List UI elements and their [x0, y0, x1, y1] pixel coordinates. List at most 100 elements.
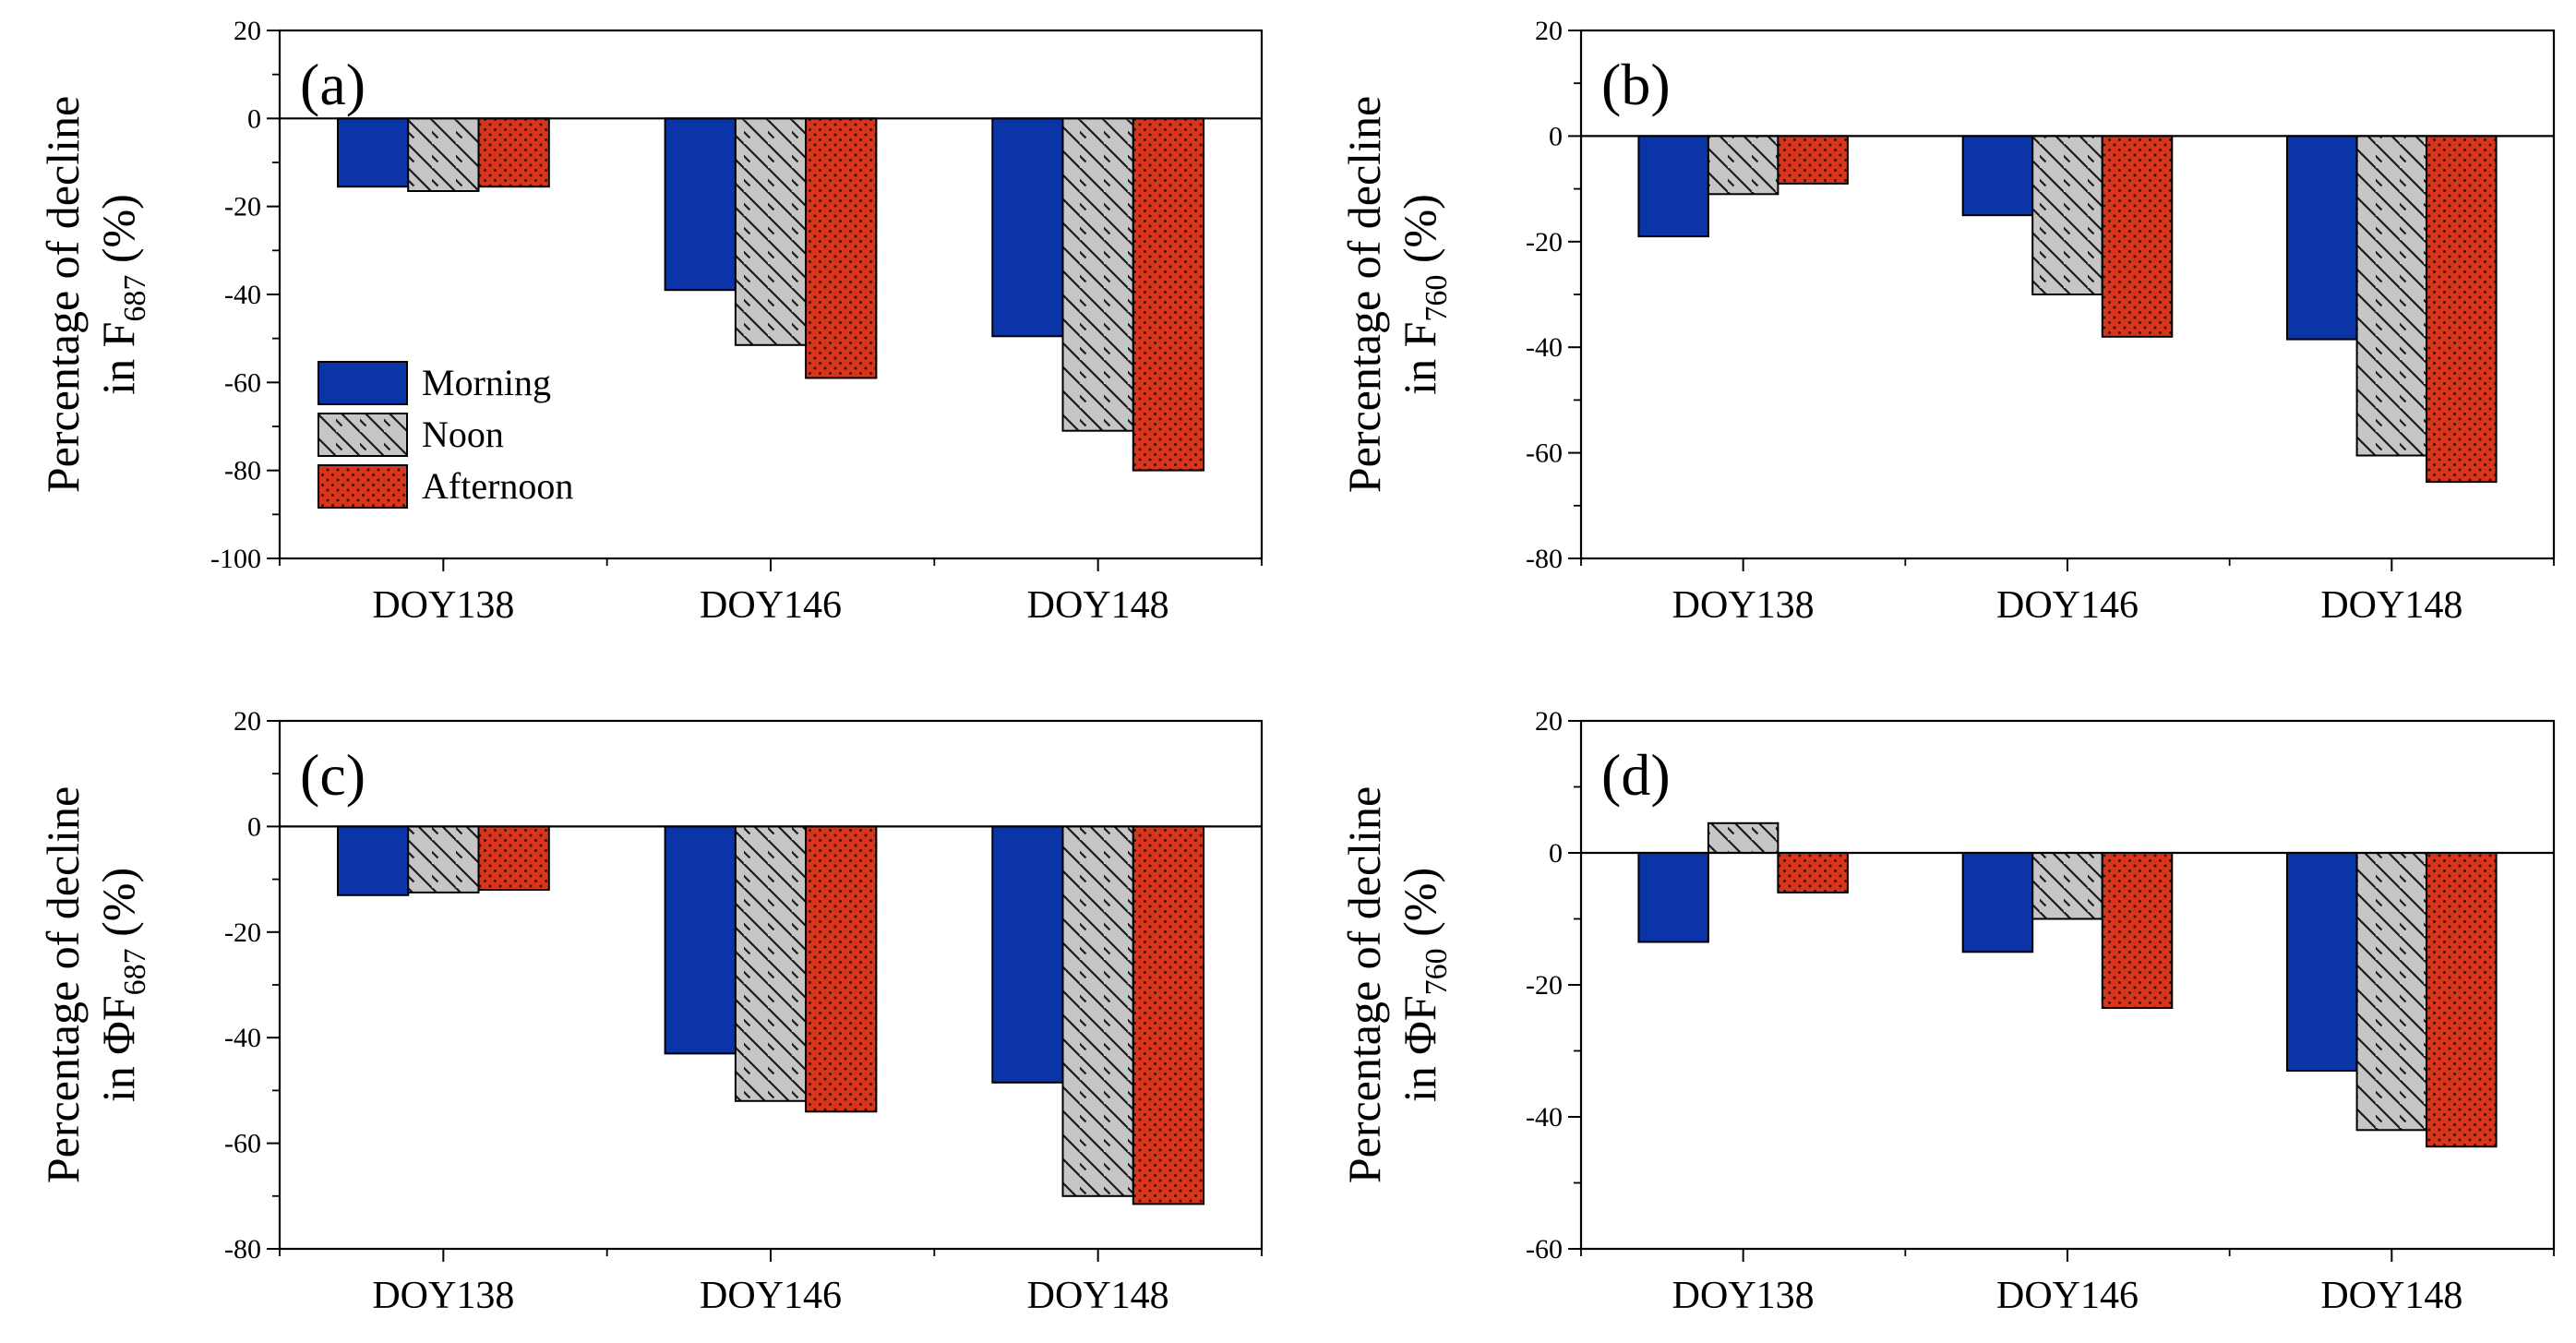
panel-a-ylabel-line1: Percentage of decline — [37, 96, 89, 493]
panel-c: 20 0 -20 -40 -60 -80 DOY138 DOY146 DOY148 (c) Perc… — [37, 706, 1264, 1317]
panel-c-ylabel-line2: in ΦF687 (%) — [92, 868, 152, 1102]
panel-c-label: (c) — [300, 742, 365, 808]
panel-a-ytick-label: 0 — [247, 103, 261, 134]
panel-d-ytick-label: -20 — [1526, 970, 1563, 1001]
panel-b-xtick-label-doy148: DOY148 — [2320, 584, 2462, 627]
panel-d-ylabel-prefix: in ΦF — [1394, 995, 1445, 1102]
panel-a-legend: Morning Noon Afternoon — [318, 361, 573, 509]
panel-c-bar-morning-doy148 — [991, 825, 1064, 1084]
panel-d-ylabel-subscript: 760 — [1420, 948, 1454, 995]
panel-a-bar-morning-doy146 — [664, 117, 737, 292]
panel-c-ylabel-subscript: 687 — [118, 948, 152, 995]
panel-b-bar-morning-doy148 — [2286, 135, 2358, 341]
panel-a-ytick-label: -80 — [224, 456, 261, 486]
panel-b-bar-noon-doy146 — [2031, 135, 2103, 295]
panel-b-bar-afternoon-doy146 — [2101, 135, 2174, 338]
panel-d-xtick-label-doy148: DOY148 — [2320, 1275, 2462, 1317]
panel-d-xtick-label-doy146: DOY146 — [1996, 1275, 2139, 1317]
panel-b-ylabel-prefix: in F — [1394, 322, 1445, 395]
panel-d-ytick-label: 0 — [1549, 838, 1563, 869]
panel-b-xtick-label-doy146: DOY146 — [1996, 584, 2139, 627]
panel-d-label: (d) — [1601, 742, 1671, 808]
panel-d: 20 0 -20 -40 -60 DOY138 DOY146 DOY148 (d) Percent… — [1338, 706, 2556, 1317]
panel-c-ytick-label: 0 — [247, 811, 261, 842]
panel-c-ytick-label: 20 — [234, 706, 261, 737]
panel-b-ylabel-line2: in F760 (%) — [1394, 194, 1454, 395]
panel-a-bar-afternoon-doy146 — [805, 117, 878, 379]
panel-b-bar-afternoon-doy138 — [1777, 135, 1849, 185]
panel-d-bar-noon-doy146 — [2031, 852, 2103, 920]
panel-c-bar-noon-doy148 — [1061, 825, 1134, 1197]
panels-group: 20 0 -20 -40 -60 -80 -100 DOY138 DOY146 DOY148 (a)… — [37, 16, 2556, 1317]
panel-d-bar-morning-doy148 — [2286, 852, 2358, 1072]
panel-c-ylabel-prefix: in ΦF — [92, 995, 144, 1102]
legend-label-morning: Morning — [422, 362, 551, 403]
panel-a-bar-noon-doy138 — [407, 117, 480, 192]
panel-b-ytick-label: -20 — [1526, 227, 1563, 258]
panel-a-xtick-label-doy138: DOY138 — [372, 584, 514, 627]
panel-a-bar-morning-doy138 — [337, 117, 410, 188]
panel-c-bar-noon-doy138 — [407, 825, 480, 893]
legend-label-noon: Noon — [422, 414, 504, 455]
panel-d-bar-morning-doy138 — [1637, 852, 1709, 943]
panel-c-bar-morning-doy146 — [664, 825, 737, 1055]
panel-a: 20 0 -20 -40 -60 -80 -100 DOY138 DOY146 DOY148 (a)… — [37, 16, 1264, 627]
legend-swatch-noon — [318, 413, 408, 457]
panel-b-ytick-label: 0 — [1549, 121, 1563, 151]
panel-a-ytick-label: -40 — [224, 280, 261, 310]
panel-b-ytick-label: -80 — [1526, 544, 1563, 574]
panel-b-xtick-label-doy138: DOY138 — [1672, 584, 1815, 627]
panel-a-ylabel-subscript: 687 — [118, 275, 152, 322]
panel-a-bar-morning-doy148 — [991, 117, 1064, 338]
panel-d-ytick-label: 20 — [1535, 706, 1563, 737]
panel-a-ytick-label: -20 — [224, 192, 261, 222]
panel-c-bar-noon-doy146 — [734, 825, 808, 1102]
panel-c-xtick-label-doy148: DOY148 — [1027, 1275, 1169, 1317]
legend-swatch-morning — [318, 361, 408, 405]
panel-b-ytick-label: -60 — [1526, 438, 1563, 469]
panel-d-ytick-label: -40 — [1526, 1102, 1563, 1133]
panel-b-ytick-label: 20 — [1535, 16, 1563, 46]
panel-c-ylabel-line1: Percentage of decline — [37, 786, 89, 1183]
panel-d-bar-afternoon-doy148 — [2426, 852, 2498, 1148]
panel-d-xtick-label-doy138: DOY138 — [1672, 1275, 1815, 1317]
panel-d-bar-noon-doy138 — [1707, 821, 1779, 854]
panel-c-bar-afternoon-doy138 — [477, 825, 550, 892]
panel-c-xtick-label-doy146: DOY146 — [700, 1275, 842, 1317]
legend-swatch-afternoon — [318, 464, 408, 509]
panel-b-bar-morning-doy146 — [1961, 135, 2034, 217]
panel-d-bar-afternoon-doy146 — [2101, 852, 2174, 1009]
panel-a-ylabel-prefix: in F — [92, 322, 144, 395]
panel-c-bar-morning-doy138 — [337, 825, 410, 896]
panel-a-bar-afternoon-doy138 — [477, 117, 550, 188]
panel-a-ylabel-suffix: (%) — [92, 194, 144, 274]
panel-d-ylabel-suffix: (%) — [1394, 868, 1445, 948]
panel-d-ylabel-line2: in ΦF760 (%) — [1394, 868, 1454, 1102]
panel-a-label: (a) — [300, 52, 365, 117]
panel-a-ytick-label: -100 — [210, 544, 261, 574]
panel-a-xtick-label-doy146: DOY146 — [700, 584, 842, 627]
panel-c-ytick-label: -60 — [224, 1129, 261, 1159]
panel-b-label: (b) — [1601, 52, 1671, 117]
panel-c-bar-afternoon-doy146 — [805, 825, 878, 1113]
panel-b-ylabel-subscript: 760 — [1420, 275, 1454, 322]
panel-c-bar-afternoon-doy148 — [1132, 825, 1205, 1205]
panel-a-ylabel-line2: in F687 (%) — [92, 194, 152, 395]
panel-d-ytick-label: -60 — [1526, 1234, 1563, 1265]
panel-d-bar-afternoon-doy138 — [1777, 852, 1849, 893]
panel-a-bar-noon-doy148 — [1061, 117, 1134, 432]
panel-b-bar-afternoon-doy148 — [2426, 135, 2498, 484]
panel-b-ylabel-suffix: (%) — [1394, 194, 1445, 274]
panel-d-bar-noon-doy148 — [2355, 852, 2428, 1132]
panel-b-bar-morning-doy138 — [1637, 135, 1709, 238]
panel-a-bar-afternoon-doy148 — [1132, 117, 1205, 472]
panel-b-bar-noon-doy138 — [1707, 135, 1779, 196]
panel-c-xtick-label-doy138: DOY138 — [372, 1275, 514, 1317]
panel-c-ylabel-suffix: (%) — [92, 868, 144, 948]
panel-d-ylabel-line1: Percentage of decline — [1338, 786, 1390, 1183]
panel-b-ylabel-line1: Percentage of decline — [1338, 96, 1390, 493]
legend-label-afternoon: Afternoon — [422, 465, 573, 507]
panel-b-bar-noon-doy148 — [2355, 135, 2428, 457]
panel-c-ytick-label: -80 — [224, 1234, 261, 1265]
panel-b-ytick-label: -40 — [1526, 332, 1563, 363]
